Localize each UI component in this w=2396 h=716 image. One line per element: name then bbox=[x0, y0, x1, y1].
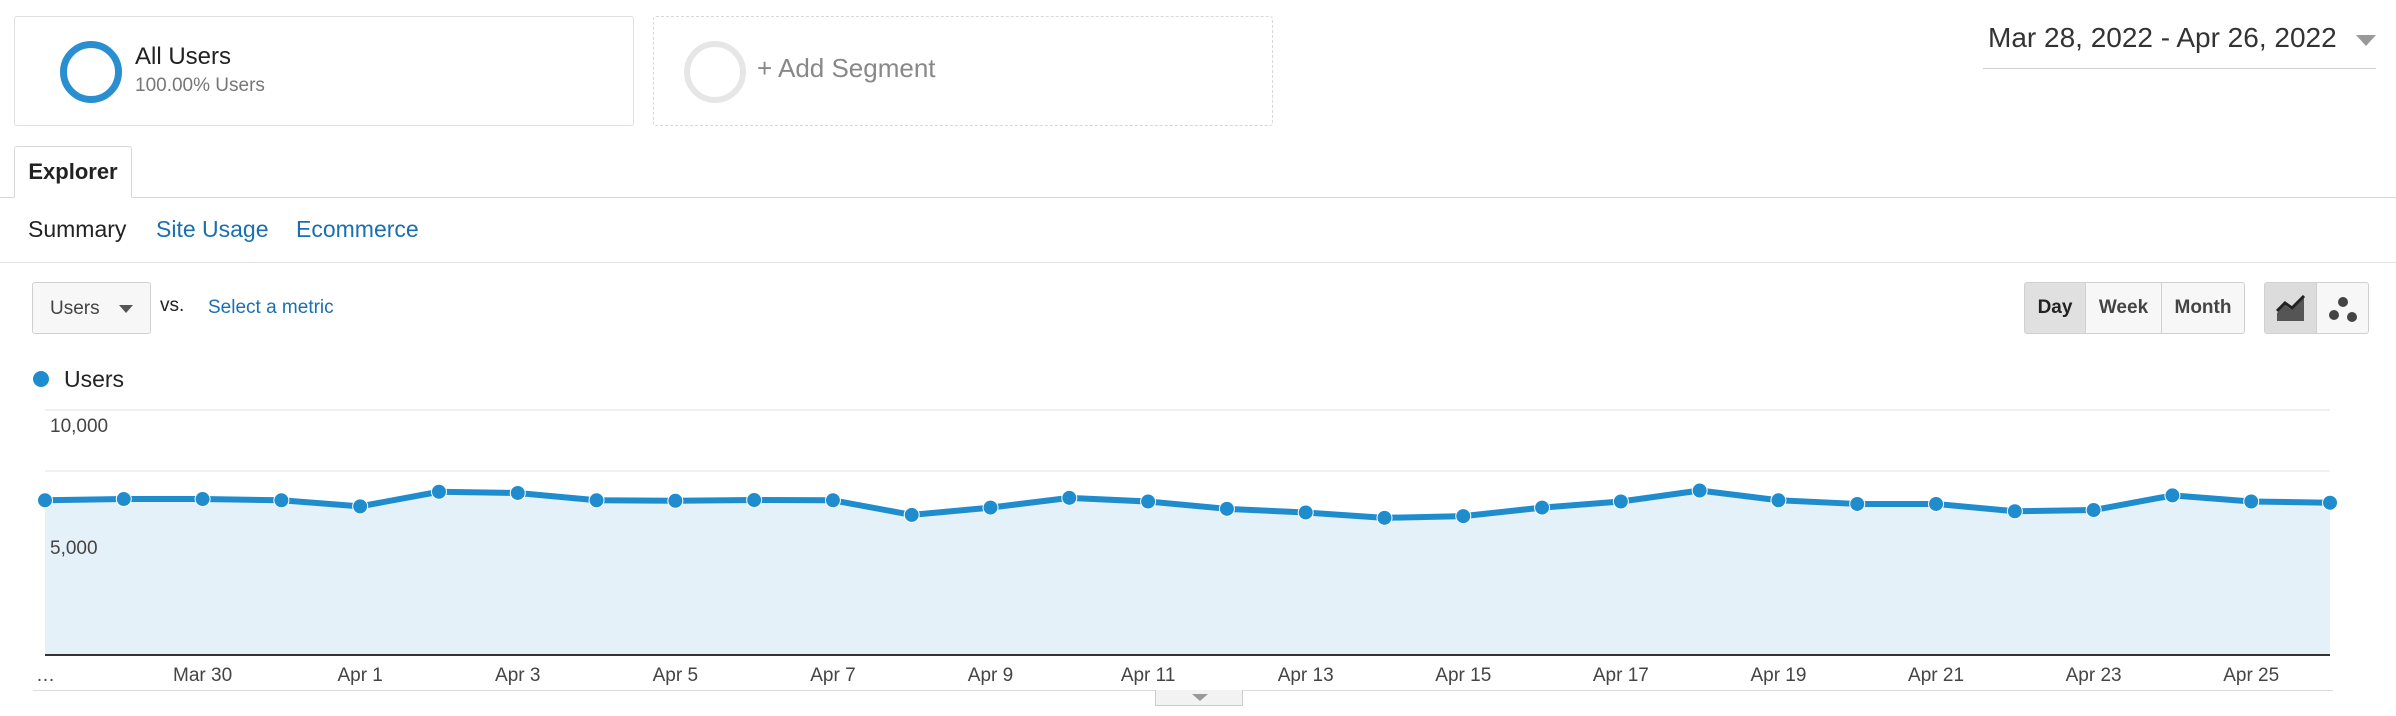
data-point bbox=[2243, 493, 2260, 510]
metric-dropdown-label: Users bbox=[50, 298, 100, 319]
data-point bbox=[1455, 508, 1472, 525]
x-tick-label: … bbox=[36, 665, 55, 686]
data-point bbox=[194, 491, 211, 508]
data-point bbox=[37, 492, 53, 509]
motion-chart-button[interactable] bbox=[2316, 282, 2369, 334]
x-tick-label: Apr 21 bbox=[1908, 665, 1964, 686]
x-tick-label: Apr 7 bbox=[810, 665, 855, 686]
chevron-down-icon bbox=[1192, 694, 1208, 701]
data-point bbox=[1849, 495, 1866, 512]
legend-label: Users bbox=[64, 366, 125, 392]
data-point bbox=[982, 499, 999, 516]
subtab-divider bbox=[0, 262, 2396, 263]
tab-divider bbox=[0, 197, 2396, 198]
legend-marker bbox=[33, 371, 49, 387]
data-point bbox=[824, 492, 841, 509]
line-chart-button[interactable] bbox=[2264, 282, 2317, 334]
granularity-month-button[interactable]: Month bbox=[2161, 282, 2245, 334]
vs-label: vs. bbox=[160, 295, 185, 316]
segment-subtitle: 100.00% Users bbox=[135, 75, 265, 96]
data-point bbox=[1218, 500, 1235, 517]
add-segment-label: + Add Segment bbox=[757, 53, 936, 83]
x-tick-label: Mar 30 bbox=[173, 665, 232, 686]
data-point bbox=[2006, 503, 2023, 520]
x-tick-label: Apr 1 bbox=[337, 665, 382, 686]
chevron-down-icon bbox=[2356, 35, 2376, 46]
x-tick-label: Apr 5 bbox=[653, 665, 698, 686]
date-range-picker[interactable]: Mar 28, 2022 - Apr 26, 2022 bbox=[1983, 20, 2376, 69]
x-tick-label: Apr 3 bbox=[495, 665, 540, 686]
data-point bbox=[1691, 482, 1708, 499]
data-point bbox=[2322, 494, 2338, 511]
data-point bbox=[2164, 487, 2181, 504]
segment-ring-icon bbox=[60, 41, 122, 103]
subtab-ecommerce[interactable]: Ecommerce bbox=[296, 216, 419, 242]
x-tick-label: Apr 15 bbox=[1435, 665, 1491, 686]
users-area-fill bbox=[45, 490, 2330, 654]
data-point bbox=[903, 506, 920, 523]
line-chart-icon bbox=[2276, 295, 2306, 321]
data-point bbox=[1297, 504, 1314, 521]
metric-dropdown[interactable]: Users bbox=[32, 282, 151, 334]
empty-segment-ring-icon bbox=[684, 41, 746, 103]
tab-explorer[interactable]: Explorer bbox=[14, 146, 132, 198]
data-point bbox=[509, 484, 526, 501]
x-tick-label: Apr 17 bbox=[1593, 665, 1649, 686]
x-tick-label: Apr 9 bbox=[968, 665, 1013, 686]
x-tick-label: Apr 11 bbox=[1121, 665, 1176, 686]
data-point bbox=[588, 492, 605, 509]
y-tick-label: 10,000 bbox=[50, 416, 108, 437]
segment-title: All Users bbox=[135, 43, 232, 70]
users-chart: 10,000 5,000 … Mar 30 Apr 1 Apr 3 Apr 5 Apr 7 A… bbox=[36, 409, 2338, 686]
data-point bbox=[352, 498, 369, 515]
x-axis-ticks: … Mar 30 Apr 1 Apr 3 Apr 5 Apr 7 Apr 9 Apr 11 Ap… bbox=[36, 665, 2279, 686]
y-axis-ticks: 10,000 5,000 bbox=[50, 416, 108, 559]
y-tick-label: 5,000 bbox=[50, 538, 98, 559]
users-points bbox=[37, 482, 2338, 526]
x-tick-label: Apr 13 bbox=[1278, 665, 1334, 686]
x-tick-label: Apr 23 bbox=[2066, 665, 2122, 686]
data-point bbox=[1376, 509, 1393, 526]
data-point bbox=[746, 492, 763, 509]
data-point bbox=[115, 491, 132, 508]
granularity-week-button[interactable]: Week bbox=[2085, 282, 2162, 334]
data-point bbox=[1061, 489, 1078, 506]
motion-chart-icon bbox=[2329, 297, 2357, 322]
chart-expand-handle[interactable] bbox=[1155, 690, 1243, 706]
subtab-site-usage[interactable]: Site Usage bbox=[156, 216, 269, 242]
x-tick-label: Apr 19 bbox=[1750, 665, 1806, 686]
chevron-down-icon bbox=[119, 305, 133, 313]
granularity-day-button[interactable]: Day bbox=[2024, 282, 2086, 334]
data-point bbox=[1534, 499, 1551, 516]
segment-all-users[interactable]: All Users 100.00% Users bbox=[14, 16, 634, 126]
data-point bbox=[1612, 493, 1629, 510]
data-point bbox=[667, 492, 684, 509]
users-line bbox=[44, 487, 2331, 521]
data-point bbox=[1928, 495, 1945, 512]
select-metric-link[interactable]: Select a metric bbox=[208, 297, 334, 318]
data-point bbox=[273, 492, 290, 509]
data-point bbox=[430, 483, 447, 500]
data-point bbox=[1140, 493, 1157, 510]
subtab-summary[interactable]: Summary bbox=[28, 216, 127, 242]
date-range-label: Mar 28, 2022 - Apr 26, 2022 bbox=[1988, 22, 2337, 53]
data-point bbox=[2085, 502, 2102, 519]
data-point bbox=[1770, 492, 1787, 509]
add-segment-button[interactable]: + Add Segment bbox=[653, 16, 1273, 126]
x-tick-label: Apr 25 bbox=[2223, 665, 2279, 686]
